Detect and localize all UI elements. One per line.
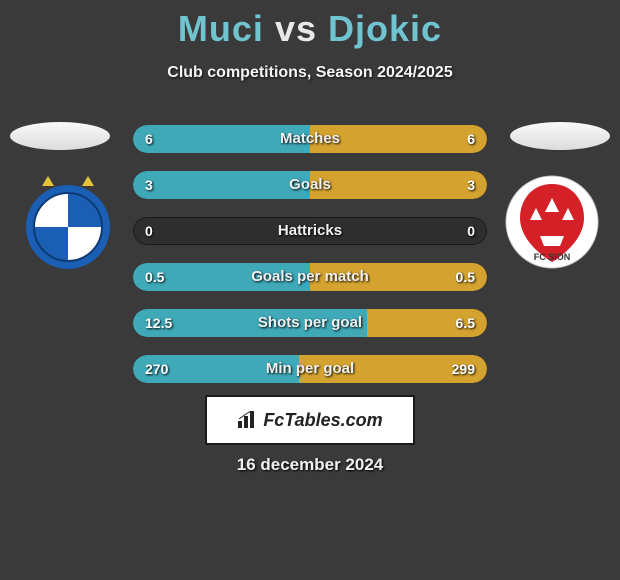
stat-label: Goals: [133, 171, 487, 199]
stat-row: Goals3 3: [133, 171, 487, 199]
subtitle: Club competitions, Season 2024/2025: [0, 64, 620, 82]
stat-row: Goals per match0.5 0.5: [133, 263, 487, 291]
stat-label: Min per goal: [133, 355, 487, 383]
brand-box[interactable]: FcTables.com: [205, 395, 415, 445]
stat-value-right: 0: [467, 217, 475, 245]
stat-value-left: 12.5: [145, 309, 172, 337]
date-text: 16 december 2024: [0, 455, 620, 475]
player2-name: Djokic: [328, 8, 442, 49]
stat-value-left: 3: [145, 171, 153, 199]
stat-value-right: 3: [467, 171, 475, 199]
player1-photo-placeholder: [10, 122, 110, 150]
stat-value-left: 0: [145, 217, 153, 245]
stat-label: Goals per match: [133, 263, 487, 291]
comparison-card: Muci vs Djokic Club competitions, Season…: [0, 0, 620, 580]
grasshoppers-badge-icon: [18, 172, 118, 272]
stat-value-right: 6.5: [456, 309, 475, 337]
stat-value-left: 270: [145, 355, 168, 383]
stat-value-right: 6: [467, 125, 475, 153]
player2-photo-placeholder: [510, 122, 610, 150]
brand-text: FcTables.com: [237, 410, 382, 431]
brand-chart-icon: [237, 411, 259, 429]
stat-row: Shots per goal12.5 6.5: [133, 309, 487, 337]
stat-label: Shots per goal: [133, 309, 487, 337]
stat-label: Hattricks: [133, 217, 487, 245]
stat-row: Matches6 6: [133, 125, 487, 153]
stat-value-right: 299: [452, 355, 475, 383]
stats-block: Matches6 6 Goals3 3 Hattricks0 0 Goals per mat…: [133, 125, 487, 401]
vs-text: vs: [275, 8, 317, 49]
stat-value-left: 0.5: [145, 263, 164, 291]
grasshoppers-badge: [18, 172, 118, 272]
brand-label: FcTables.com: [263, 410, 382, 431]
player1-name: Muci: [178, 8, 264, 49]
title: Muci vs Djokic: [0, 0, 620, 50]
fc-sion-badge: FC SION: [502, 172, 602, 272]
fc-sion-badge-icon: FC SION: [502, 172, 602, 272]
stat-value-right: 0.5: [456, 263, 475, 291]
stat-row: Hattricks0 0: [133, 217, 487, 245]
svg-text:FC SION: FC SION: [534, 252, 571, 262]
stat-row: Min per goal270 299: [133, 355, 487, 383]
stat-value-left: 6: [145, 125, 153, 153]
stat-label: Matches: [133, 125, 487, 153]
